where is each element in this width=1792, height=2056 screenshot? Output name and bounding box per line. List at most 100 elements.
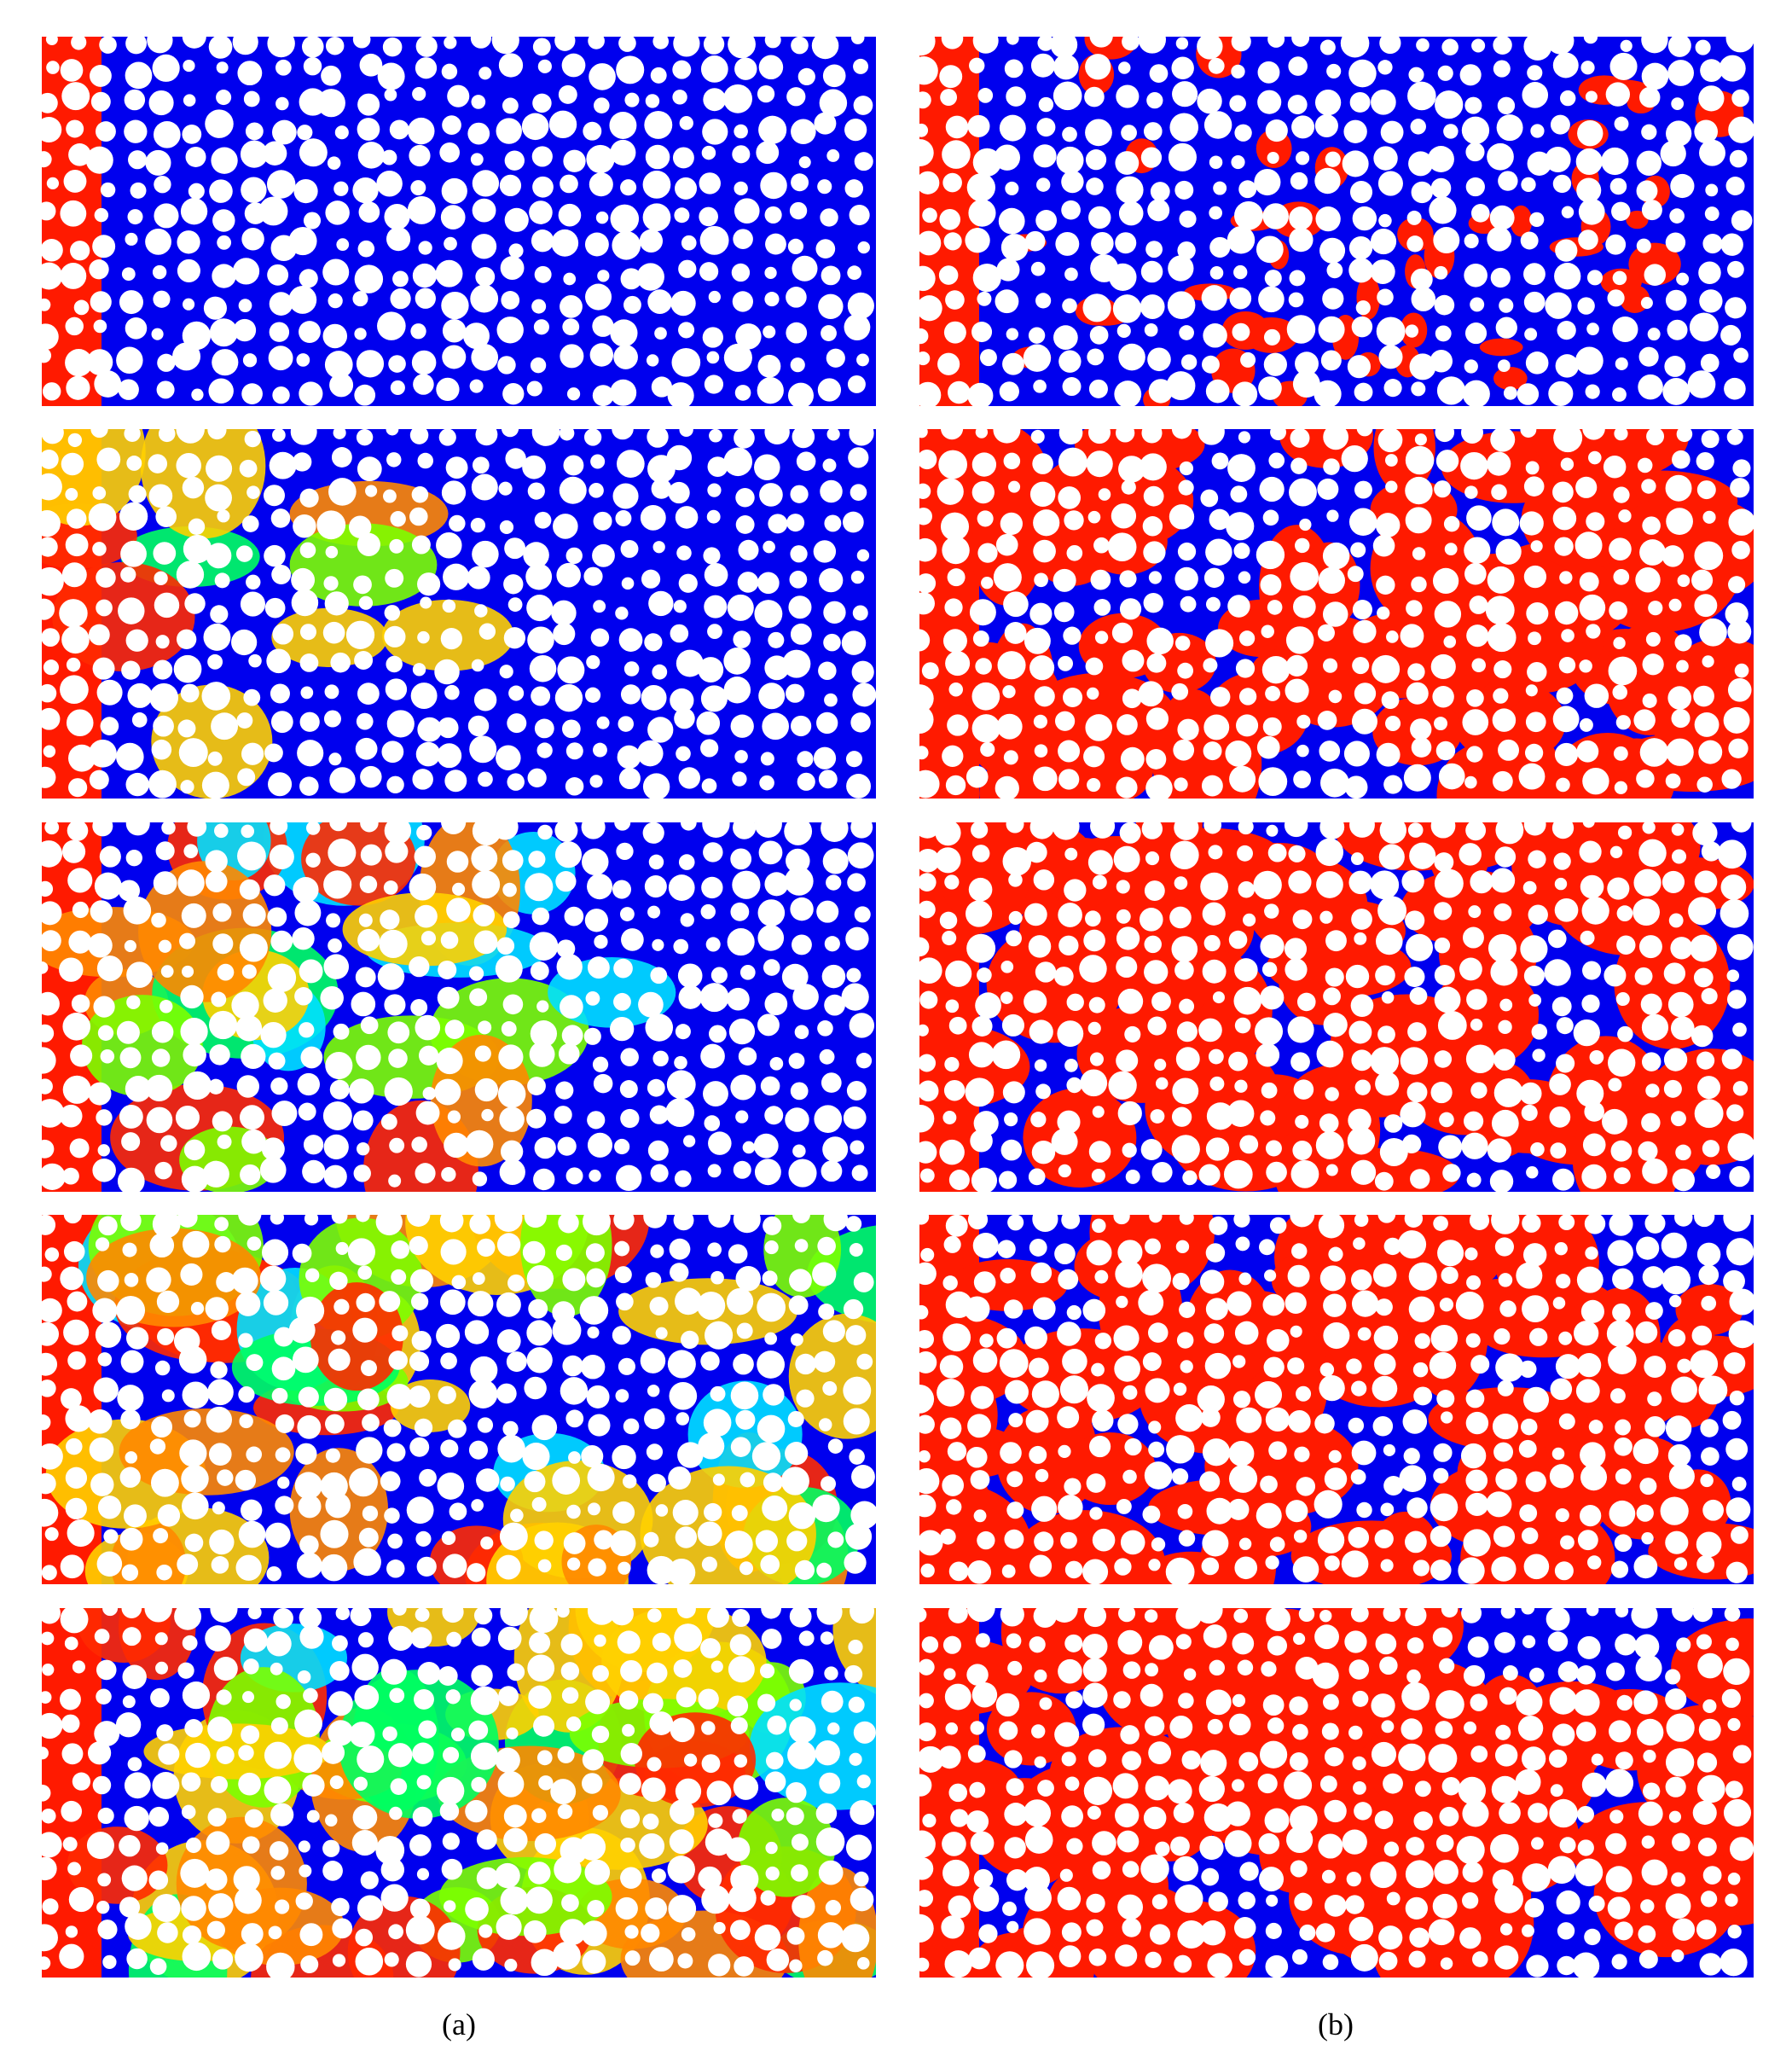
- grain: [1529, 1667, 1545, 1683]
- grain: [1642, 653, 1664, 676]
- grain: [526, 1108, 547, 1129]
- grain: [532, 176, 554, 198]
- grain: [1555, 239, 1578, 262]
- grain: [96, 1659, 117, 1681]
- grain: [1165, 1557, 1195, 1584]
- grain: [1203, 567, 1225, 589]
- grain: [352, 1317, 378, 1343]
- grain: [1406, 235, 1424, 253]
- grain: [1377, 60, 1393, 75]
- grain: [673, 1658, 693, 1678]
- grain: [151, 1048, 171, 1067]
- grain: [942, 1111, 957, 1124]
- grain: [500, 256, 525, 280]
- grain: [675, 1024, 691, 1040]
- grain: [646, 354, 659, 367]
- grain: [1660, 1496, 1689, 1525]
- grain: [153, 871, 177, 895]
- grain: [788, 1658, 814, 1684]
- grain: [1064, 267, 1078, 282]
- grain: [93, 1377, 119, 1403]
- grain: [238, 1386, 255, 1403]
- grain: [1674, 634, 1692, 652]
- grain: [701, 1721, 716, 1735]
- grain: [467, 715, 490, 737]
- grain: [764, 266, 777, 279]
- grain: [977, 967, 992, 983]
- grain: [1644, 1215, 1666, 1234]
- grain: [1693, 967, 1714, 988]
- grain: [125, 317, 148, 340]
- grain: [61, 1743, 84, 1765]
- grain: [298, 1102, 316, 1121]
- grain: [1434, 937, 1451, 954]
- grain: [672, 90, 687, 105]
- grain: [360, 822, 379, 833]
- grain: [1206, 1497, 1233, 1525]
- grain: [1639, 86, 1661, 108]
- grain: [1356, 429, 1373, 437]
- grain: [65, 533, 89, 557]
- grain: [42, 1321, 60, 1346]
- grain: [1581, 1772, 1607, 1798]
- grain: [1727, 619, 1752, 644]
- grain: [1633, 868, 1662, 897]
- grain: [124, 1805, 149, 1832]
- grain: [1087, 1749, 1107, 1768]
- simulation-panel: [919, 37, 1754, 406]
- grain: [328, 1691, 353, 1716]
- grain: [1116, 323, 1131, 338]
- grain: [850, 484, 867, 501]
- grain: [786, 287, 807, 308]
- grain: [264, 544, 286, 567]
- grain: [1262, 717, 1282, 736]
- grain: [1672, 1608, 1694, 1622]
- grain: [333, 429, 346, 439]
- grain: [1671, 97, 1685, 110]
- grain: [100, 182, 116, 198]
- grain: [522, 1443, 550, 1471]
- grain: [787, 1740, 816, 1769]
- grain: [919, 507, 932, 526]
- grain: [1008, 873, 1023, 887]
- grain: [155, 1842, 169, 1856]
- grain: [554, 822, 578, 842]
- grain: [1430, 1525, 1452, 1548]
- grain: [1385, 480, 1398, 493]
- grain: [697, 1291, 726, 1321]
- grain: [1520, 231, 1539, 250]
- grain: [127, 209, 143, 225]
- grain: [68, 143, 91, 166]
- grain: [919, 1494, 937, 1518]
- grain: [1063, 687, 1083, 708]
- grain: [409, 873, 437, 901]
- grain: [148, 484, 173, 508]
- grain: [1176, 1332, 1194, 1349]
- grain: [1731, 1477, 1747, 1491]
- grain: [824, 693, 838, 707]
- grain: [1029, 1554, 1053, 1577]
- grain: [1522, 1215, 1541, 1233]
- grain: [739, 964, 756, 980]
- grain: [1238, 571, 1251, 584]
- grain: [1054, 1243, 1076, 1265]
- grain: [1000, 1608, 1024, 1627]
- grain: [1692, 1608, 1713, 1623]
- grain: [651, 376, 672, 398]
- grain: [792, 984, 819, 1010]
- grain: [411, 350, 437, 375]
- grain: [551, 600, 577, 626]
- grain: [182, 965, 194, 978]
- grain: [303, 56, 322, 76]
- grain: [534, 1530, 554, 1550]
- grain: [1122, 1385, 1138, 1400]
- grain: [357, 1895, 384, 1921]
- grain: [384, 1077, 413, 1106]
- grain: [1491, 484, 1507, 501]
- grain: [708, 290, 721, 304]
- grain: [1558, 656, 1576, 674]
- grain: [1267, 600, 1283, 615]
- grain: [1466, 624, 1489, 648]
- grain: [703, 547, 721, 565]
- grain: [238, 1745, 254, 1761]
